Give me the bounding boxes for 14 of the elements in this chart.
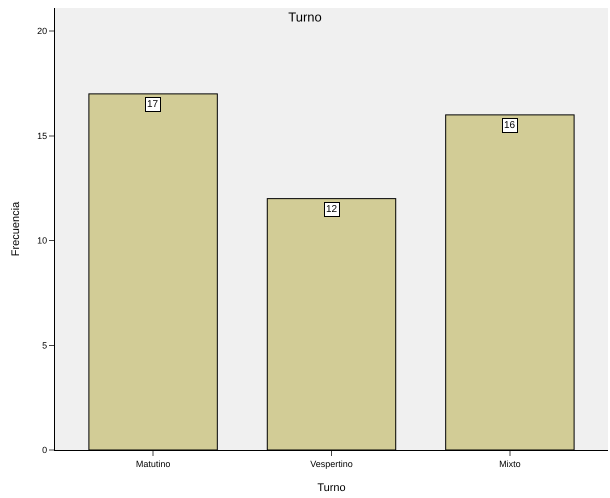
y-tick-label: 10 [37, 236, 48, 246]
x-tick-label: Vespertino [310, 458, 353, 469]
data-label: 16 [504, 120, 516, 131]
x-tick-label: Matutino [136, 458, 170, 469]
y-axis-title: Frecuencia [10, 200, 22, 256]
y-tick-label: 5 [42, 340, 48, 350]
data-label: 12 [326, 204, 338, 215]
chart-title: Turno [288, 10, 322, 25]
y-tick-label: 0 [42, 445, 48, 456]
y-tick-label: 15 [37, 130, 48, 141]
x-axis-title: Turno [317, 482, 346, 494]
x-tick-label: Mixto [499, 458, 521, 469]
y-tick-label: 20 [37, 26, 48, 36]
data-label: 17 [147, 99, 159, 110]
